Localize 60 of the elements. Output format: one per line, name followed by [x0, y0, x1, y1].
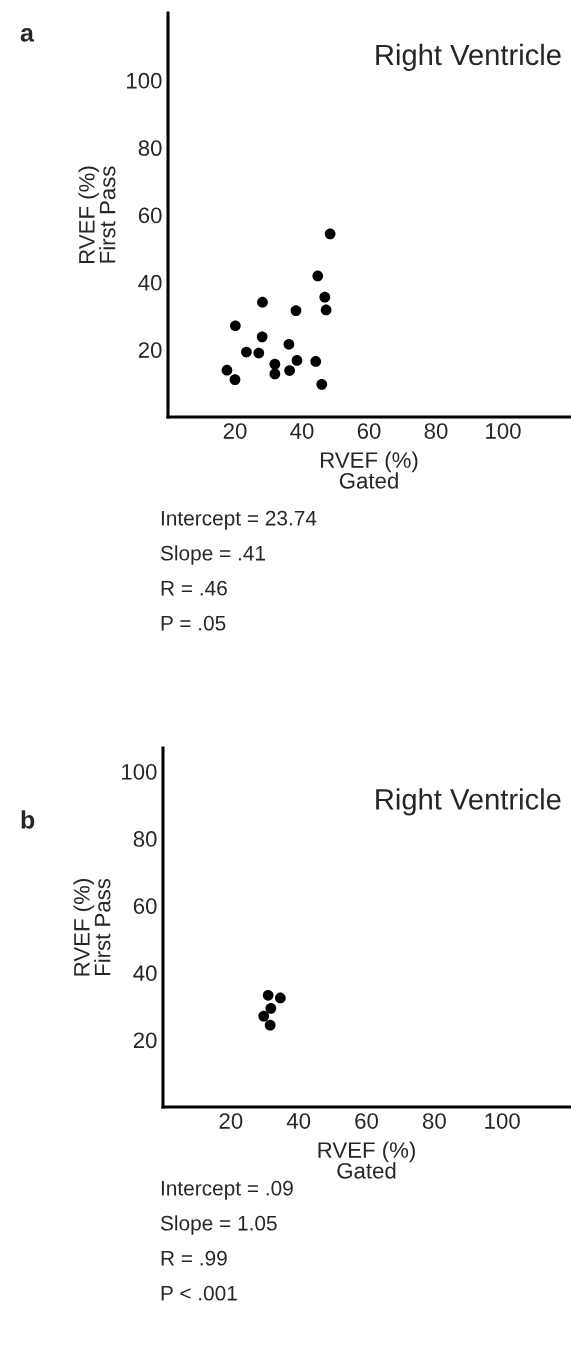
- text: R = .99: [161, 1250, 227, 1266]
- y-tick-label: 80: [133, 831, 157, 847]
- text: P < .001: [161, 1285, 237, 1301]
- x-tick-label: 20: [219, 1113, 243, 1129]
- x-tick-label: 100: [486, 423, 521, 439]
- point: [264, 1019, 276, 1031]
- x-tick-label: 40: [290, 423, 314, 439]
- x-axis-title: RVEF (%) Gated: [318, 1141, 415, 1179]
- point: [312, 270, 324, 282]
- point: [229, 320, 241, 332]
- text: Intercept = .09: [161, 1180, 293, 1200]
- y-tick-label: 100: [122, 764, 157, 780]
- y-tick-label: 20: [138, 342, 162, 358]
- text: R = .46: [161, 580, 227, 596]
- text: b: [21, 810, 35, 829]
- y-tick-label: 100: [127, 72, 162, 89]
- point: [283, 338, 295, 350]
- point: [310, 356, 322, 367]
- point: [269, 368, 281, 380]
- point: [320, 304, 332, 316]
- text: Right Ventricle: [376, 788, 561, 816]
- point: [257, 296, 268, 308]
- y-axis-title: RVEF (%) First Pass: [78, 166, 116, 263]
- point: [324, 228, 336, 240]
- point: [221, 364, 233, 376]
- x-tick-label: 20: [223, 423, 247, 439]
- point: [284, 365, 295, 376]
- text: P = .05: [161, 615, 226, 631]
- x-tick-label: 80: [422, 1113, 446, 1129]
- text: a: [20, 28, 35, 42]
- point: [274, 992, 286, 1004]
- point: [258, 1010, 270, 1022]
- point: [269, 358, 281, 370]
- x-tick-label: 60: [357, 423, 381, 439]
- point: [290, 305, 302, 316]
- point: [253, 347, 265, 359]
- point: [319, 291, 331, 303]
- y-tick-label: 40: [133, 965, 157, 982]
- y-tick-label: 60: [138, 207, 162, 224]
- text: Intercept = 23.74: [161, 510, 317, 530]
- point: [262, 989, 274, 1001]
- text: Slope = 1.05: [160, 1215, 277, 1235]
- x-tick-label: 60: [355, 1113, 378, 1129]
- point: [316, 378, 328, 390]
- x-tick-label: 80: [424, 423, 448, 439]
- y-tick-label: 40: [138, 274, 162, 291]
- y-axis-title: RVEF (%) First Pass: [73, 878, 111, 976]
- x-axis-title: RVEF (%) Gated: [321, 451, 418, 489]
- point: [256, 331, 268, 343]
- y-tick-label: 80: [138, 140, 162, 156]
- text: Right Ventricle: [376, 43, 561, 72]
- x-tick-label: 100: [485, 1113, 520, 1129]
- y-tick-label: 20: [133, 1032, 157, 1049]
- point: [265, 1002, 277, 1014]
- point: [291, 355, 303, 366]
- x-tick-label: 40: [286, 1113, 311, 1129]
- y-tick-label: 60: [133, 898, 157, 914]
- point: [241, 346, 252, 358]
- point: [229, 374, 241, 386]
- text: Slope = .41: [160, 545, 265, 565]
